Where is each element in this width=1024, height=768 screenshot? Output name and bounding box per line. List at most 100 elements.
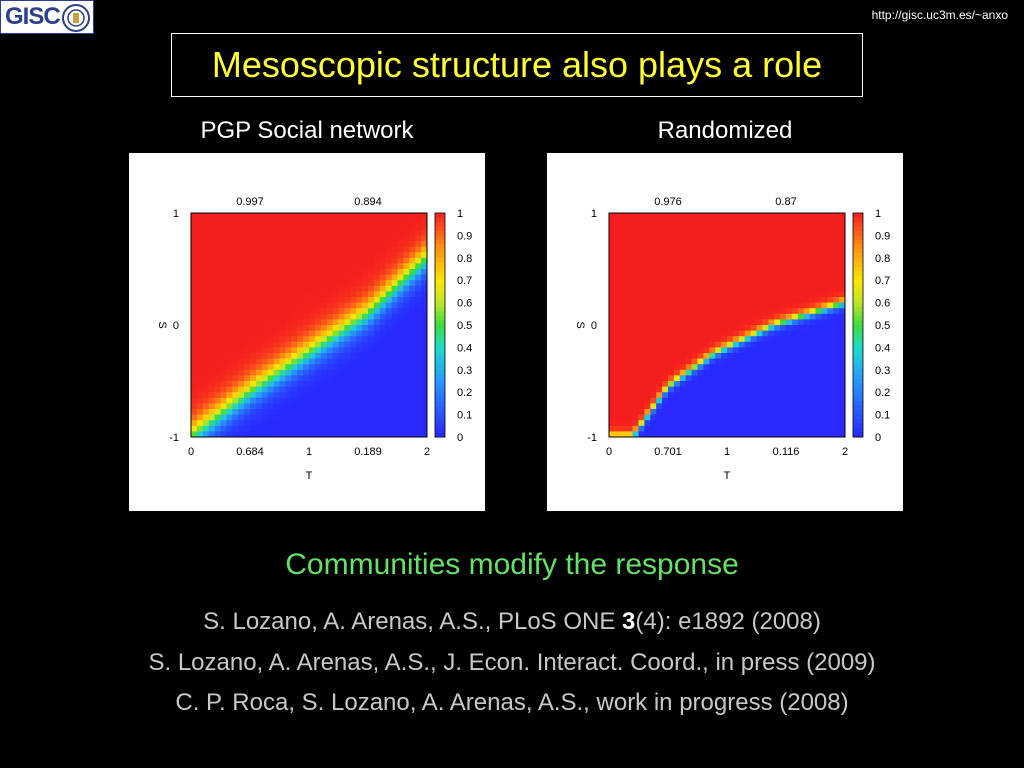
heatmap-cell (638, 274, 645, 281)
heatmap-cell (208, 213, 216, 220)
heatmap-cell (668, 420, 675, 427)
heatmap-cell (409, 381, 416, 388)
heatmap-cell (202, 213, 210, 220)
colorbar-segment (435, 235, 445, 241)
heatmap-cell (691, 263, 698, 270)
colorbar-segment (853, 271, 863, 277)
heatmap-cell (202, 336, 210, 343)
heatmap-cell (673, 319, 681, 326)
heatmap-cell (326, 229, 334, 236)
heatmap-cell (786, 381, 793, 388)
heatmap-cell (685, 414, 693, 421)
heatmap-cell (214, 285, 221, 292)
colorbar-tick-label: 0.4 (457, 342, 472, 354)
heatmap-cell (833, 257, 840, 264)
x-axis-label: T (306, 470, 313, 482)
heatmap-cell (839, 369, 846, 376)
x-tick-label: 2 (424, 446, 430, 458)
heatmap-cell (320, 263, 328, 270)
heatmap-cell (220, 347, 227, 354)
heatmap-cell (697, 297, 704, 304)
heatmap-cell (297, 347, 304, 354)
heatmap-cell (332, 381, 339, 388)
heatmap-cell (762, 409, 769, 416)
heatmap-cell (821, 330, 828, 337)
heatmap-cell (191, 280, 198, 287)
heatmap-cell (326, 369, 334, 376)
heatmap-cell (762, 218, 769, 225)
heatmap-cell (202, 319, 210, 326)
heatmap-cell (679, 285, 687, 292)
heatmap-cell (291, 241, 298, 248)
heatmap-cell (626, 280, 634, 287)
heatmap-cell (614, 364, 622, 371)
heatmap-cell (762, 364, 769, 371)
heatmap-cell (279, 241, 286, 248)
heatmap-cell (421, 381, 428, 388)
heatmap-cell (403, 246, 410, 253)
heatmap-cell (279, 336, 286, 343)
heatmap-cell (214, 252, 221, 259)
x-tick-label: 0 (188, 446, 194, 458)
heatmap-cell (644, 375, 651, 382)
heatmap-cell (191, 381, 198, 388)
heatmap-cell (780, 263, 787, 270)
heatmap-cell (673, 325, 681, 332)
heatmap-cell (744, 381, 752, 388)
heatmap-cell (226, 280, 233, 287)
heatmap-cell (815, 336, 822, 343)
heatmap-cell (415, 241, 422, 248)
heatmap-cell (314, 229, 322, 236)
heatmap-cell (362, 325, 369, 332)
heatmap-cell (732, 285, 740, 292)
heatmap-cell (685, 425, 693, 432)
heatmap-cell (614, 358, 622, 365)
heatmap-cell (632, 257, 639, 264)
heatmap-cell (797, 353, 805, 360)
heatmap-cell (415, 369, 422, 376)
heatmap-cell (703, 297, 710, 304)
heatmap-cell (762, 336, 769, 343)
heatmap-cell (309, 224, 316, 231)
heatmap-cell (368, 257, 375, 264)
heatmap-cell (332, 369, 339, 376)
heatmap-cell (208, 246, 216, 253)
heatmap-cell (208, 224, 216, 231)
heatmap-cell (332, 386, 339, 393)
heatmap-cell (732, 341, 740, 348)
heatmap-cell (273, 431, 280, 438)
heatmap-cell (797, 414, 805, 421)
heatmap-cell (350, 246, 357, 253)
heatmap-cell (368, 263, 375, 270)
heatmap-cell (727, 218, 734, 225)
heatmap-cell (273, 358, 280, 365)
heatmap-cell (833, 336, 840, 343)
heatmap-cell (827, 420, 834, 427)
colorbar-segment (853, 316, 863, 322)
heatmap-cell (644, 246, 651, 253)
heatmap-cell (691, 285, 698, 292)
heatmap-cell (732, 213, 740, 220)
heatmap-cell (326, 381, 334, 388)
heatmap-cell (833, 224, 840, 231)
heatmap-cell (750, 347, 757, 354)
heatmap-cell (774, 319, 781, 326)
heatmap-cell (644, 341, 651, 348)
colorbar-segment (435, 221, 445, 227)
heatmap-cell (732, 257, 740, 264)
heatmap-cell (356, 274, 363, 281)
heatmap-cell (744, 291, 752, 298)
heatmap-cell (291, 392, 298, 399)
heatmap-cell (338, 235, 345, 242)
heatmap-cell (291, 269, 298, 276)
heatmap-cell (267, 308, 275, 315)
heatmap-cell (421, 375, 428, 382)
heatmap-cell (303, 386, 310, 393)
heatmap-cell (379, 347, 387, 354)
heatmap-cell (626, 302, 634, 309)
heatmap-cell (644, 325, 651, 332)
heatmap-cell (344, 213, 351, 220)
heatmap-cell (815, 241, 822, 248)
colorbar-segment (853, 414, 863, 420)
heatmap-cell (238, 364, 245, 371)
